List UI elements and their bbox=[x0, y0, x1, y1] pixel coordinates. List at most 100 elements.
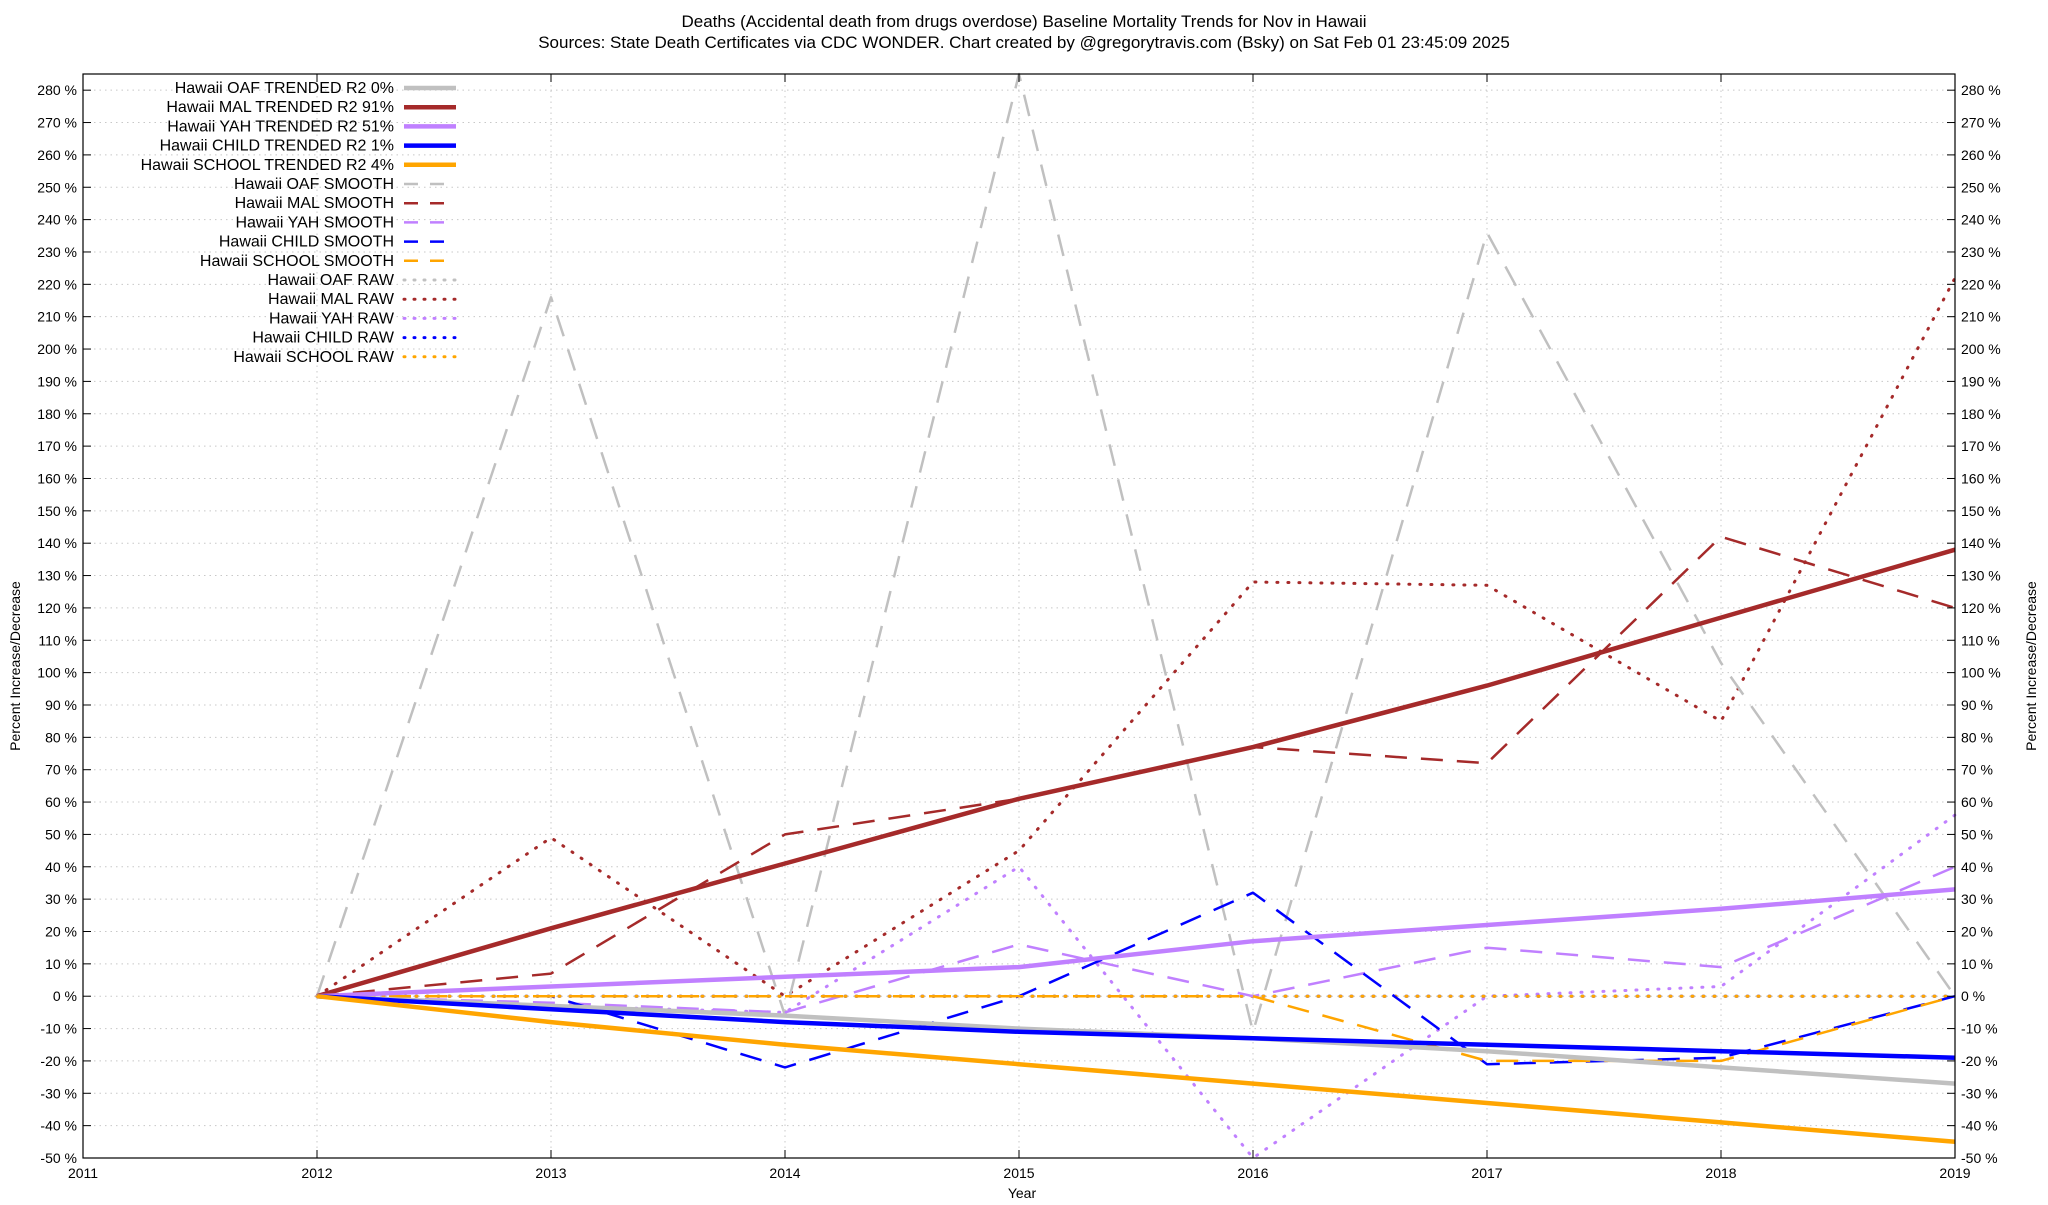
series-line-3 bbox=[316, 993, 1956, 1060]
series-layer bbox=[315, 72, 1957, 1160]
y-tick-label-left: 30 % bbox=[45, 891, 77, 907]
y-tick-label-left: 200 % bbox=[37, 341, 77, 357]
y-tick-label-left: 130 % bbox=[37, 568, 77, 584]
y-tick-label-right: 60 % bbox=[1961, 794, 1993, 810]
series-line-12 bbox=[315, 813, 1957, 1160]
y-tick-label-right: 280 % bbox=[1961, 82, 2001, 98]
x-tick-label: 2017 bbox=[1471, 1165, 1502, 1181]
y-tick-label-right: 120 % bbox=[1961, 600, 2001, 616]
y-tick-label-left: -10 % bbox=[40, 1021, 77, 1037]
y-tick-label-left: 160 % bbox=[37, 470, 77, 486]
series-line-11 bbox=[315, 276, 1957, 998]
y-tick-label-right: 90 % bbox=[1961, 697, 1993, 713]
legend-label: Hawaii SCHOOL RAW bbox=[233, 349, 395, 366]
y-tick-label-left: 0 % bbox=[53, 988, 77, 1004]
legend-label: Hawaii MAL TRENDED R2 91% bbox=[166, 99, 394, 116]
y-tick-label-right: 240 % bbox=[1961, 212, 2001, 228]
y-tick-label-left: 50 % bbox=[45, 826, 77, 842]
y-tick-label-right: 30 % bbox=[1961, 891, 1993, 907]
y-tick-label-left: 210 % bbox=[37, 309, 77, 325]
y-tick-label-right: 170 % bbox=[1961, 438, 2001, 454]
y-tick-label-right: 190 % bbox=[1961, 373, 2001, 389]
y-tick-label-left: 230 % bbox=[37, 244, 77, 260]
y-tick-label-left: 70 % bbox=[45, 762, 77, 778]
legend-label: Hawaii OAF TRENDED R2 0% bbox=[175, 80, 394, 97]
series-line-9 bbox=[317, 994, 1956, 1063]
legend-label: Hawaii MAL RAW bbox=[268, 291, 395, 308]
y-tick-label-left: 280 % bbox=[37, 82, 77, 98]
y-tick-label-right: -10 % bbox=[1961, 1021, 1998, 1037]
y-tick-label-left: 150 % bbox=[37, 503, 77, 519]
y-tick-label-right: -40 % bbox=[1961, 1118, 1998, 1134]
legend-label: Hawaii OAF RAW bbox=[267, 272, 394, 289]
legend-label: Hawaii YAH SMOOTH bbox=[235, 214, 394, 231]
y-tick-label-right: 80 % bbox=[1961, 729, 1993, 745]
legend: Hawaii OAF TRENDED R2 0% Hawaii MAL TREND… bbox=[141, 80, 458, 366]
y-tick-label-right: 140 % bbox=[1961, 535, 2001, 551]
y-tick-label-right: 20 % bbox=[1961, 923, 1993, 939]
y-tick-label-right: 270 % bbox=[1961, 115, 2001, 131]
y-tick-label-right: 150 % bbox=[1961, 503, 2001, 519]
x-tick-label: 2014 bbox=[769, 1165, 800, 1181]
y-tick-label-right: 110 % bbox=[1961, 632, 2000, 648]
y-tick-label-right: 180 % bbox=[1961, 406, 2001, 422]
y-tick-label-left: 80 % bbox=[45, 729, 77, 745]
y-tick-label-left: 250 % bbox=[37, 179, 77, 195]
y-tick-label-left: 240 % bbox=[37, 212, 77, 228]
y-tick-label-left: 40 % bbox=[45, 859, 77, 875]
y-tick-label-right: 220 % bbox=[1961, 276, 2001, 292]
y-tick-label-right: 210 % bbox=[1961, 309, 2001, 325]
x-axis-label: Year bbox=[1008, 1185, 1037, 1200]
y-tick-label-right: 70 % bbox=[1961, 762, 1993, 778]
y-tick-label-left: 190 % bbox=[37, 373, 77, 389]
y-tick-label-left: 90 % bbox=[45, 697, 77, 713]
y-tick-label-right: 0 % bbox=[1961, 988, 1985, 1004]
series-line-5 bbox=[315, 72, 1957, 1034]
legend-label: Hawaii CHILD RAW bbox=[252, 330, 395, 347]
y-tick-label-left: -40 % bbox=[40, 1118, 77, 1134]
y-tick-label-right: 50 % bbox=[1961, 826, 1993, 842]
y-tick-label-right: 250 % bbox=[1961, 179, 2001, 195]
y-tick-label-right: 100 % bbox=[1961, 665, 2001, 681]
x-tick-label: 2013 bbox=[535, 1165, 566, 1181]
y-tick-label-left: -20 % bbox=[40, 1053, 77, 1069]
series-line-6 bbox=[316, 535, 1956, 998]
y-tick-label-left: -30 % bbox=[40, 1085, 77, 1101]
legend-label: Hawaii CHILD TRENDED R2 1% bbox=[160, 138, 394, 155]
y-tick-label-right: 200 % bbox=[1961, 341, 2001, 357]
series-line-2 bbox=[316, 887, 1956, 999]
y-tick-label-right: 40 % bbox=[1961, 859, 1993, 875]
y-tick-label-left: 120 % bbox=[37, 600, 77, 616]
x-tick-label: 2016 bbox=[1237, 1165, 1268, 1181]
y-tick-label-left: 10 % bbox=[45, 956, 77, 972]
x-tick-label: 2011 bbox=[68, 1165, 98, 1181]
y-tick-label-right: -50 % bbox=[1961, 1150, 1998, 1166]
y-tick-label-left: 100 % bbox=[37, 665, 77, 681]
legend-label: Hawaii OAF SMOOTH bbox=[234, 176, 394, 193]
series-line-1 bbox=[316, 547, 1956, 999]
y-tick-label-right: -20 % bbox=[1961, 1053, 1998, 1069]
y-tick-label-right: 10 % bbox=[1961, 956, 1993, 972]
x-tick-label: 2019 bbox=[1939, 1165, 1970, 1181]
y-tick-label-right: -30 % bbox=[1961, 1085, 1998, 1101]
y-tick-label-left: -50 % bbox=[40, 1150, 77, 1166]
series-line-7 bbox=[316, 865, 1956, 1014]
y-tick-label-left: 60 % bbox=[45, 794, 77, 810]
x-tick-label: 2015 bbox=[1003, 1165, 1034, 1181]
legend-label: Hawaii CHILD SMOOTH bbox=[219, 234, 394, 251]
tick-layer: -50 % -50 % -40 % -40 % -30 % -30 % -20 % -20 %… bbox=[37, 74, 2001, 1181]
x-tick-label: 2012 bbox=[301, 1165, 332, 1181]
y-tick-label-left: 180 % bbox=[37, 406, 77, 422]
chart-title: Deaths (Accidental death from drugs over… bbox=[681, 12, 1366, 31]
x-tick-label: 2018 bbox=[1705, 1165, 1736, 1181]
y-tick-label-left: 170 % bbox=[37, 438, 77, 454]
y-tick-label-left: 260 % bbox=[37, 147, 77, 163]
y-tick-label-left: 20 % bbox=[45, 923, 77, 939]
y-axis-label-left: Percent Increase/Decrease bbox=[7, 581, 23, 751]
y-tick-label-right: 260 % bbox=[1961, 147, 2001, 163]
y-tick-label-left: 110 % bbox=[38, 632, 77, 648]
chart-subtitle: Sources: State Death Certificates via CD… bbox=[538, 33, 1510, 52]
y-tick-label-right: 160 % bbox=[1961, 470, 2001, 486]
